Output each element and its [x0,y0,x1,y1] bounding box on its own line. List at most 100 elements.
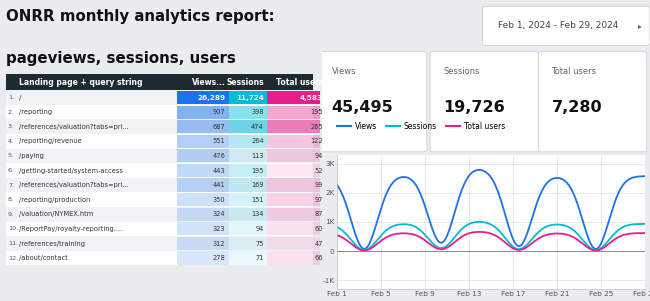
FancyBboxPatch shape [538,52,647,152]
Text: /valuation/NYMEX.htm: /valuation/NYMEX.htm [20,211,94,217]
Text: 324: 324 [213,211,226,217]
Text: 19,726: 19,726 [443,100,505,115]
FancyBboxPatch shape [267,120,326,133]
Text: 71: 71 [255,255,264,261]
FancyBboxPatch shape [6,74,313,90]
Text: 94: 94 [255,226,264,232]
Text: Views...: Views... [192,78,226,86]
FancyBboxPatch shape [267,91,326,104]
FancyBboxPatch shape [229,91,267,104]
Text: 1.: 1. [8,95,14,100]
FancyBboxPatch shape [177,208,229,221]
FancyBboxPatch shape [177,91,229,104]
FancyBboxPatch shape [229,149,267,163]
Text: 94: 94 [315,153,323,159]
FancyBboxPatch shape [6,236,313,251]
FancyBboxPatch shape [6,163,313,178]
Text: 350: 350 [213,197,226,203]
Text: /references/training: /references/training [20,240,85,247]
FancyBboxPatch shape [177,106,229,119]
FancyBboxPatch shape [267,149,326,163]
Text: 278: 278 [213,255,226,261]
FancyBboxPatch shape [229,237,267,250]
FancyBboxPatch shape [267,208,326,221]
Text: 122: 122 [310,138,323,144]
FancyBboxPatch shape [229,120,267,133]
FancyBboxPatch shape [267,164,326,177]
Text: 265: 265 [310,124,323,130]
Text: 169: 169 [252,182,264,188]
FancyBboxPatch shape [177,252,229,265]
Text: /about/contact: /about/contact [20,255,68,261]
Text: 441: 441 [213,182,226,188]
Text: 9.: 9. [8,212,14,217]
Text: Views: Views [332,67,356,76]
Text: 113: 113 [252,153,264,159]
Text: /reporting: /reporting [20,109,52,115]
Text: Sessions: Sessions [443,67,480,76]
FancyBboxPatch shape [229,106,267,119]
Text: 66: 66 [315,255,323,261]
Text: 12.: 12. [8,256,18,261]
Text: 47: 47 [315,240,323,247]
Text: ▸: ▸ [638,21,642,30]
Text: pageviews, sessions, users: pageviews, sessions, users [6,51,236,66]
FancyBboxPatch shape [6,149,313,163]
FancyBboxPatch shape [267,237,326,250]
Text: 2.: 2. [8,110,14,115]
FancyBboxPatch shape [6,193,313,207]
Text: 4,583: 4,583 [300,95,323,101]
FancyBboxPatch shape [229,208,267,221]
Text: 443: 443 [213,168,226,174]
Text: /reporting/production: /reporting/production [20,197,90,203]
FancyBboxPatch shape [6,90,313,105]
FancyBboxPatch shape [6,178,313,193]
Text: 151: 151 [252,197,264,203]
Text: /reporting/revenue: /reporting/revenue [20,138,82,144]
Text: 60: 60 [315,226,323,232]
Text: 195: 195 [252,168,264,174]
Text: 45,495: 45,495 [332,100,393,115]
Text: 687: 687 [213,124,226,130]
Text: 11.: 11. [8,241,18,246]
FancyBboxPatch shape [6,222,313,236]
Text: 7.: 7. [8,183,14,188]
FancyBboxPatch shape [177,135,229,148]
Text: 6.: 6. [8,168,14,173]
Text: Total users: Total users [276,78,323,86]
FancyBboxPatch shape [267,222,326,235]
Text: 323: 323 [213,226,226,232]
Text: Landing page + query string: Landing page + query string [20,78,143,86]
Text: /getting-started/system-access: /getting-started/system-access [20,168,123,174]
Text: Total users: Total users [552,67,597,76]
FancyBboxPatch shape [6,119,313,134]
Text: 264: 264 [251,138,264,144]
FancyBboxPatch shape [229,164,267,177]
FancyBboxPatch shape [229,135,267,148]
FancyBboxPatch shape [229,222,267,235]
FancyBboxPatch shape [229,178,267,192]
Text: 551: 551 [213,138,226,144]
Text: 7,280: 7,280 [552,100,602,115]
Text: 5.: 5. [8,154,14,159]
FancyBboxPatch shape [267,252,326,265]
Text: /references/valuation?tabs=pri...: /references/valuation?tabs=pri... [20,182,129,188]
Text: 99: 99 [315,182,323,188]
Text: 907: 907 [213,109,226,115]
FancyBboxPatch shape [6,207,313,222]
Legend: Views, Sessions, Total users: Views, Sessions, Total users [334,119,508,134]
Text: 476: 476 [213,153,226,159]
Text: /ReportPay/royalty-reporting....: /ReportPay/royalty-reporting.... [20,226,122,232]
Text: 8.: 8. [8,197,14,202]
FancyBboxPatch shape [177,193,229,206]
FancyBboxPatch shape [177,222,229,235]
FancyBboxPatch shape [267,135,326,148]
Text: 26,289: 26,289 [198,95,226,101]
FancyBboxPatch shape [6,105,313,119]
Text: 134: 134 [252,211,264,217]
Text: 52: 52 [315,168,323,174]
Text: /: / [20,95,21,101]
Text: /references/valuation?tabs=pri...: /references/valuation?tabs=pri... [20,124,129,130]
FancyBboxPatch shape [430,52,538,152]
Text: Sessions: Sessions [226,78,264,86]
